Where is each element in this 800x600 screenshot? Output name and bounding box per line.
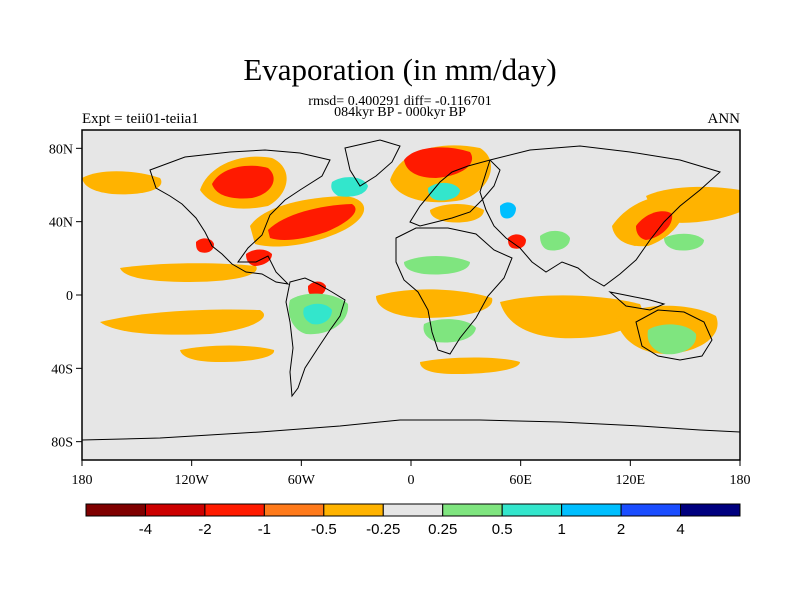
coastline-africa [395,227,513,355]
anomaly-patch-n-pacific [82,171,162,195]
coastline-south-america [285,277,346,398]
anomaly-patch-australia-green [647,324,697,355]
colorbar-label: -0.25 [366,521,400,538]
anomaly-patch-caspian [500,202,516,219]
anomaly-patch-s-america-east-core [303,303,332,325]
coastline-antarctica [81,419,741,441]
x-tick-label: 120E [616,473,646,488]
colorbar-label: 2 [617,521,625,538]
coastline-greenland [344,139,401,187]
map-panel [81,129,741,461]
period-subtitle: 084kyr BP - 000kyr BP [334,105,466,120]
anomaly-patch-w-pacific-green [664,233,704,251]
colorbar-label: -2 [198,521,211,538]
colorbar-swatch [144,503,206,517]
map-title: Evaporation (in mm/day) [243,52,557,87]
season-label: ANN [707,111,741,127]
colorbar-swatch [382,503,444,517]
x-tick-label: 120W [175,473,210,488]
positive-anomaly-patches [288,177,704,355]
coastline-australia [635,309,713,361]
colorbar-label: -0.5 [311,521,337,538]
coastline-north-america [149,149,331,285]
colorbar-label: 4 [676,521,684,538]
anomaly-patch-southern-ocean [420,357,520,374]
colorbar-label: -1 [258,521,271,538]
coastline-europe [409,159,501,227]
colorbar-label: 0.25 [428,521,457,538]
colorbar-swatch [263,503,325,517]
anomaly-patch-s-atlantic-green [423,319,476,343]
y-tick-label: 80N [49,142,73,157]
colorbar-label: 0.5 [492,521,513,538]
y-tick-label: 0 [66,289,73,304]
colorbar: -4 -2 -1 -0.5 -0.25 0.25 0.5 1 2 4 [85,503,741,538]
anomaly-patch-south-pacific [180,345,275,362]
anomaly-patch-amazon [308,281,326,297]
anomaly-patch-sahel [404,256,470,275]
colorbar-swatch [442,503,503,517]
coastlines [81,139,741,441]
y-tick-label: 80S [51,436,73,451]
colorbar-label: -4 [139,521,152,538]
y-tick-label: 40S [51,362,73,377]
colorbar-swatch [561,503,622,517]
rmsd-diff-subtitle: rmsd= 0.400291 diff= -0.116701 [308,94,492,109]
colorbar-swatch [323,503,384,517]
colorbar-swatch [85,503,146,517]
colorbar-swatch [680,503,741,517]
anomaly-patch-canada-core [212,165,274,199]
y-tick-label: 40N [49,216,73,231]
anomaly-patch-japan [636,211,673,240]
anomaly-patch-labrador-sea [331,177,368,197]
coastline-asia [479,145,721,287]
colorbar-label: 1 [557,521,565,538]
x-tick-label: 180 [730,473,751,488]
x-tick-label: 60W [288,473,316,488]
anomaly-patch-indian-ocean [500,295,642,339]
anomaly-patch-mediterranean [430,204,484,223]
anomaly-patch-tropical-pacific [120,263,257,282]
anomaly-patch-n-atlantic-core [268,204,356,240]
coastline-maritime-continent [608,291,666,311]
x-tick-label: 60E [509,473,532,488]
anomaly-patch-east-africa [540,230,570,251]
colorbar-swatch [501,503,563,517]
colorbar-swatch [204,503,265,517]
anomaly-patch-arabian-sea [508,234,526,249]
experiment-label: Expt = teii01-teiia1 [82,111,199,127]
latitude-axis: 80N 40N 0 40S 80S [49,142,82,451]
longitude-axis: 180 120W 60W 0 60E 120E 180 [72,460,751,488]
x-tick-label: 180 [72,473,93,488]
x-tick-label: 0 [408,473,415,488]
negative-anomaly-patches [82,145,740,374]
colorbar-swatch [620,503,682,517]
anomaly-patch-south-atlantic [376,289,493,318]
anomaly-patch-east-pacific-band [100,309,265,335]
